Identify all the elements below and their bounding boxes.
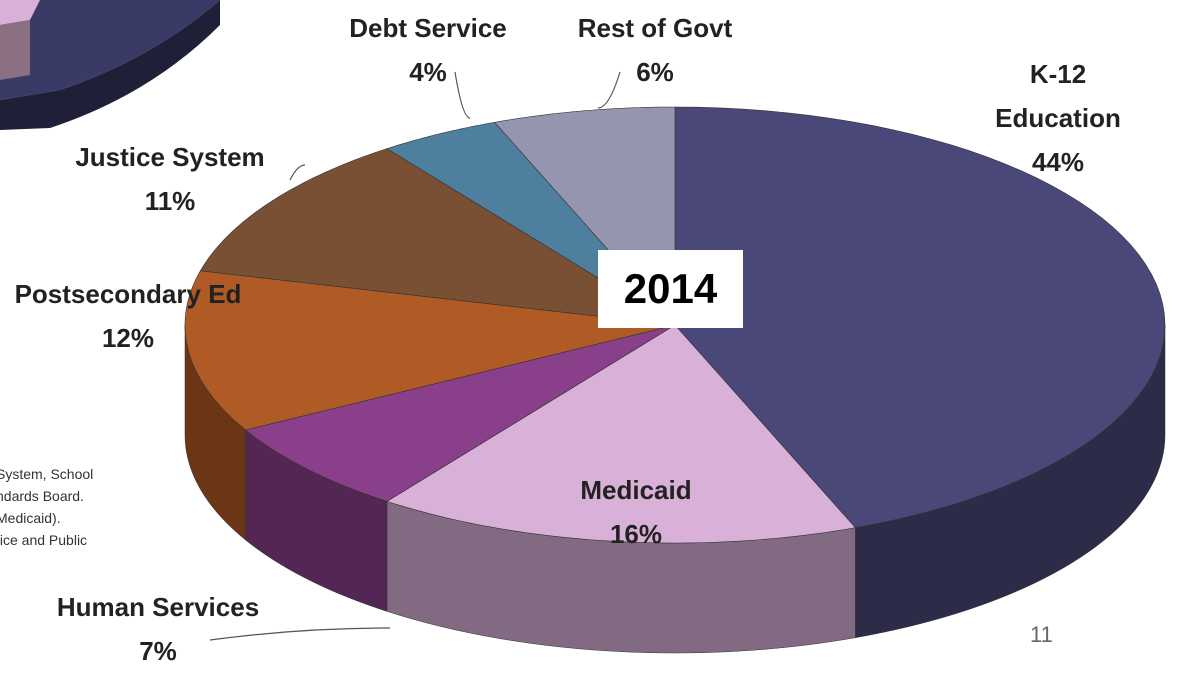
value-label: 6% <box>636 57 674 87</box>
value-label: 7% <box>139 636 177 666</box>
slice <box>184 270 676 431</box>
slice-label: Rest of Govt 6% <box>578 6 733 94</box>
slice <box>674 106 1166 529</box>
category-label: K-12 Education <box>995 59 1121 133</box>
leader-line <box>454 71 471 119</box>
category-label: Rest of Govt <box>577 13 733 43</box>
slice-label: Debt Service 4% <box>349 6 507 94</box>
leader-line <box>289 164 306 181</box>
category-label: Justice System <box>75 142 265 172</box>
value-label: 4% <box>409 57 447 87</box>
slice-label: K-12 Education 44% <box>994 52 1123 184</box>
slice <box>199 148 676 326</box>
center-label: 2014 <box>598 250 743 328</box>
category-label: Medicaid <box>580 475 692 505</box>
category-label: Human Services <box>56 592 260 622</box>
leader-line <box>597 71 621 109</box>
partial-pie-decoration <box>0 0 220 130</box>
slice <box>386 324 856 544</box>
category-label: Debt Service <box>349 13 507 43</box>
category-label: Postsecondary Ed <box>14 279 242 309</box>
value-label: 44% <box>1031 147 1085 177</box>
note-line: System, School <box>0 466 94 482</box>
note-line: ndards Board. <box>0 488 84 504</box>
note-line: Medicaid). <box>0 510 61 526</box>
slice-label: Medicaid 16% <box>580 468 691 556</box>
page-number: 11 <box>1030 622 1053 647</box>
slice-label: Human Services 7% <box>57 585 259 673</box>
value-label: 11% <box>144 186 196 216</box>
leader-line <box>209 627 391 641</box>
note-line: tice and Public <box>0 532 88 548</box>
value-label: 16% <box>609 519 663 549</box>
value-label: 12% <box>101 323 155 353</box>
slice-label: Postsecondary Ed 12% <box>13 272 243 360</box>
slice-label: Justice System 11% <box>75 135 264 223</box>
slice <box>244 324 676 502</box>
